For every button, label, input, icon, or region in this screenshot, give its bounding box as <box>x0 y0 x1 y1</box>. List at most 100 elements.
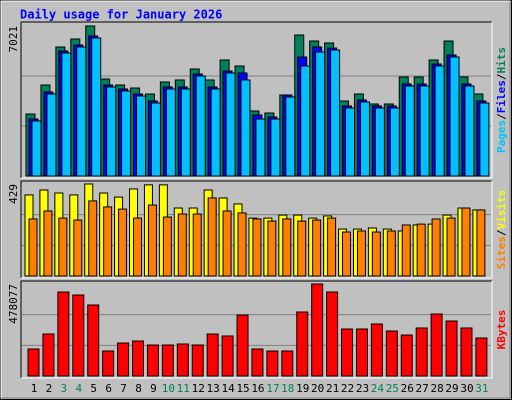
legend-separator: / <box>495 229 508 236</box>
bar <box>43 210 53 277</box>
bar <box>210 88 221 177</box>
y-tick-label: 7021 <box>7 26 20 53</box>
legend-entry: Pages <box>495 120 508 153</box>
bar <box>147 204 157 277</box>
bar <box>27 348 40 377</box>
bar <box>61 52 72 177</box>
bar <box>207 197 217 277</box>
bar <box>106 86 117 177</box>
bar <box>237 212 247 277</box>
y-tick-label: 478077 <box>7 284 20 324</box>
x-tick-label: 31 <box>475 382 488 395</box>
bar <box>416 223 426 277</box>
bar <box>255 118 266 177</box>
bar <box>191 344 204 377</box>
bar <box>252 218 262 277</box>
legend-separator: / <box>495 113 508 120</box>
bar <box>431 218 441 277</box>
bar <box>341 328 354 377</box>
bar <box>176 343 189 377</box>
x-tick-label: 2 <box>46 382 53 395</box>
bar <box>73 219 83 277</box>
bar <box>177 213 187 277</box>
bar <box>461 207 471 277</box>
bar <box>282 218 292 277</box>
bar <box>464 85 475 177</box>
x-tick-label: 1 <box>31 382 38 395</box>
panel-highlight <box>21 281 493 379</box>
bar <box>88 200 98 277</box>
panel-highlight <box>21 22 493 179</box>
bar <box>475 337 488 377</box>
x-tick-label: 4 <box>75 382 82 395</box>
bar <box>150 102 161 177</box>
bar <box>281 350 294 377</box>
bar <box>315 51 326 177</box>
bar <box>476 209 486 277</box>
legend-entry: Files <box>495 80 508 113</box>
bar <box>419 85 430 177</box>
bar <box>285 96 296 177</box>
bar <box>312 219 322 277</box>
bar <box>355 328 368 377</box>
bar <box>222 210 232 277</box>
x-tick-label: 20 <box>311 382 324 395</box>
bar <box>400 334 413 377</box>
bar <box>342 231 352 277</box>
bar <box>136 95 147 177</box>
bar <box>240 79 251 177</box>
bar <box>57 291 70 377</box>
bar <box>46 93 57 177</box>
chart-title: Daily usage for January 2026 <box>20 8 222 22</box>
panel-highlight <box>21 181 493 279</box>
bar <box>76 46 87 177</box>
x-tick-label: 12 <box>192 382 205 395</box>
bar <box>327 217 337 277</box>
x-tick-label: 13 <box>207 382 220 395</box>
bar <box>434 65 445 177</box>
bar <box>270 118 281 177</box>
x-tick-label: 14 <box>221 382 235 395</box>
panel-shadow <box>20 21 492 178</box>
y-tick-label: 429 <box>7 184 20 204</box>
bar <box>267 220 277 277</box>
legend: Pages/Files/Hits <box>495 47 508 153</box>
bar <box>221 335 234 377</box>
bar <box>479 102 490 177</box>
bar <box>165 88 176 177</box>
bar <box>121 90 132 177</box>
legend-entry: Visits <box>495 190 508 230</box>
x-tick-label: 30 <box>460 382 473 395</box>
bar <box>251 348 264 377</box>
bar <box>236 314 249 377</box>
x-tick-label: 6 <box>105 382 112 395</box>
bar <box>386 230 396 277</box>
bar <box>296 311 309 377</box>
x-tick-label: 28 <box>430 382 443 395</box>
bar <box>195 75 206 177</box>
x-tick-label: 25 <box>386 382 399 395</box>
x-tick-label: 9 <box>150 382 157 395</box>
x-tick-label: 26 <box>401 382 414 395</box>
bar <box>117 342 130 377</box>
bar <box>385 330 398 377</box>
bar <box>206 333 219 377</box>
legend-separator: / <box>495 73 508 80</box>
x-tick-label: 3 <box>61 382 68 395</box>
x-tick-label: 19 <box>296 382 309 395</box>
bar <box>430 313 443 377</box>
bar <box>449 56 460 177</box>
bar <box>300 65 311 177</box>
legend-entry: Sites <box>495 236 508 269</box>
panel-shadow <box>20 280 492 378</box>
x-tick-label: 18 <box>281 382 294 395</box>
bar <box>103 206 113 277</box>
x-tick-label: 8 <box>135 382 142 395</box>
x-tick-label: 7 <box>120 382 127 395</box>
bar <box>72 294 85 377</box>
x-tick-label: 16 <box>251 382 264 395</box>
bar <box>359 101 370 177</box>
bar <box>389 107 400 177</box>
